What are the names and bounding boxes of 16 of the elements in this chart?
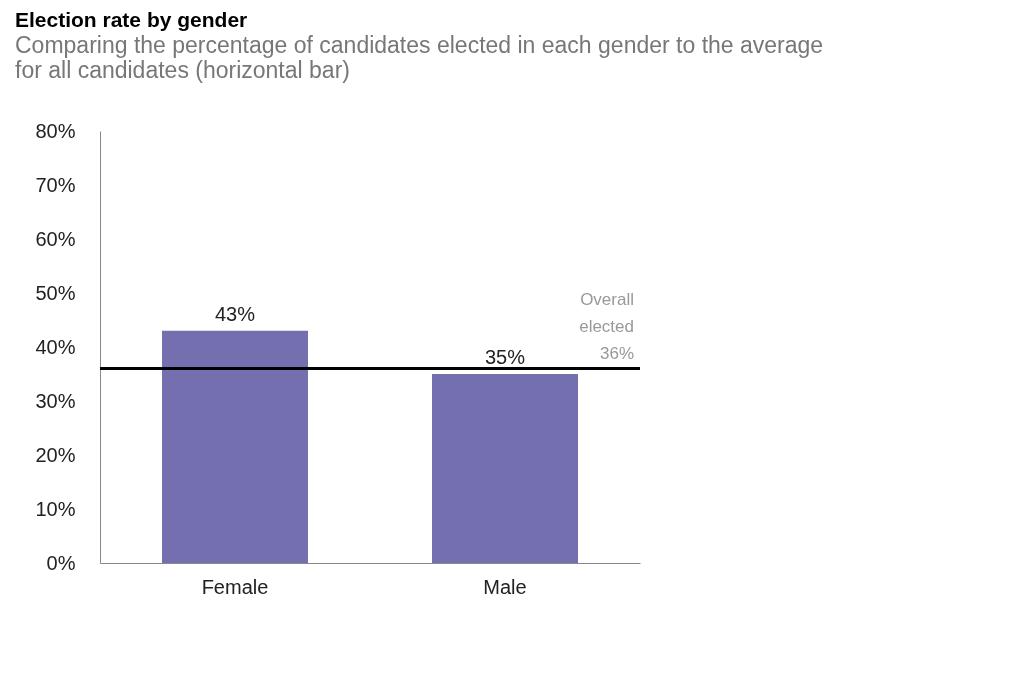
y-tick-label: 0% bbox=[46, 551, 76, 574]
chart-subtitle: Comparing the percentage of candidates elected in each gender to the average for all candidates (horizontal bar) bbox=[15, 32, 824, 83]
x-tick-label: Female bbox=[201, 575, 269, 598]
ref-line-label: Overall elected 36% bbox=[579, 289, 634, 363]
x-tick-label: Male bbox=[483, 575, 527, 598]
y-tick-label: 60% bbox=[35, 227, 76, 250]
chart-title: Election rate by gender bbox=[15, 8, 248, 31]
y-tick-label: 80% bbox=[35, 119, 76, 142]
y-tick-label: 10% bbox=[35, 497, 76, 520]
y-tick-label: 30% bbox=[35, 389, 76, 412]
y-tick-label: 70% bbox=[35, 173, 76, 196]
data-label: 35% bbox=[484, 346, 526, 368]
y-tick-label: 40% bbox=[35, 335, 76, 358]
y-tick-label: 50% bbox=[35, 281, 76, 304]
data-label: 43% bbox=[214, 302, 256, 325]
y-tick-label: 20% bbox=[35, 443, 76, 466]
